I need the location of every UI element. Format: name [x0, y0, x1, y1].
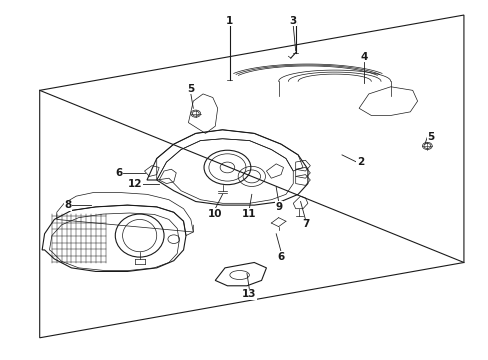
- Text: 13: 13: [242, 289, 256, 300]
- Text: 10: 10: [207, 209, 222, 219]
- Text: 9: 9: [275, 202, 282, 212]
- Text: 12: 12: [127, 179, 142, 189]
- Text: 3: 3: [289, 16, 296, 26]
- Text: 4: 4: [360, 51, 367, 62]
- Text: 11: 11: [242, 209, 256, 219]
- Text: 8: 8: [64, 200, 71, 210]
- Text: 1: 1: [226, 16, 233, 26]
- Text: 5: 5: [187, 84, 194, 94]
- Text: 7: 7: [301, 220, 308, 229]
- Text: 6: 6: [277, 252, 284, 262]
- Text: 6: 6: [115, 168, 122, 178]
- Text: 5: 5: [427, 132, 434, 142]
- Text: 2: 2: [356, 157, 363, 167]
